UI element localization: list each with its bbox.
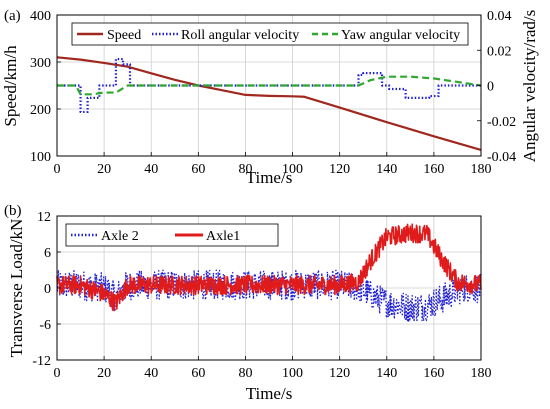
y-tick-label: 200 [30, 103, 51, 118]
panel-b-series-group [56, 223, 482, 323]
y-tick-label: 300 [30, 56, 51, 71]
series-line-speed [56, 56, 482, 151]
legend-label-axle2: Axle 2 [101, 229, 139, 244]
y-tick-label: 0 [44, 282, 51, 297]
x-tick-label: 60 [191, 162, 205, 177]
x-tick-label: 60 [191, 366, 205, 381]
y-tick-label: -6 [39, 318, 51, 333]
x-tick-label: 20 [97, 162, 111, 177]
x-tick-label: 100 [282, 366, 303, 381]
panel-a-series-group [56, 56, 482, 151]
panel-b-label: (b) [4, 203, 22, 219]
x-tick-label: 160 [423, 366, 444, 381]
y2-tick-label: -0.04 [487, 150, 516, 165]
legend-label-yaw: Yaw angular velocity [341, 28, 460, 43]
panel-b-y-ticks: -12 -6 0 6 12 [32, 210, 61, 369]
panel-b-x-ticks: 0 20 40 60 80 100 120 140 160 180 [54, 356, 492, 381]
y2-tick-label: 0 [487, 80, 494, 95]
x-tick-label: 40 [144, 366, 158, 381]
x-tick-label: 0 [54, 162, 61, 177]
x-tick-label: 80 [238, 162, 252, 177]
legend-label-roll: Roll angular velocity [181, 28, 299, 43]
panel-b-x-axis-label: Time/s [246, 384, 293, 403]
x-tick-label: 160 [423, 162, 444, 177]
x-tick-label: 0 [54, 366, 61, 381]
y2-tick-label: 0.04 [487, 9, 512, 24]
legend-item-yaw: Yaw angular velocity [312, 28, 460, 43]
series-line-axle-2 [56, 269, 482, 323]
x-tick-label: 140 [376, 366, 397, 381]
panel-a-legend-box [71, 22, 469, 46]
panel-b-legend-box [65, 223, 279, 247]
y-tick-label: -12 [32, 354, 51, 369]
y-tick-label: 6 [44, 246, 51, 261]
x-tick-label: 20 [97, 366, 111, 381]
x-tick-label: 80 [238, 366, 252, 381]
panel-b-chart: (b) 0 20 40 60 80 100 120 140 160 180 -12 -6 0 6 12 T… [4, 203, 492, 403]
panel-a-chart: (a) 0 20 40 60 80 100 120 140 160 180 100 200 300 40… [1, 8, 539, 187]
panel-a-x-axis-label: Time/s [246, 168, 293, 187]
legend-item-axle1: Axle1 [175, 229, 240, 244]
y-tick-label: 12 [37, 210, 51, 225]
x-tick-label: 140 [376, 162, 397, 177]
series-line-yaw-angular-velocity [57, 75, 482, 96]
panel-a-y-ticks: 100 200 300 400 [30, 9, 61, 165]
x-tick-label: 40 [144, 162, 158, 177]
legend-label-speed: Speed [107, 28, 141, 43]
panel-a-y2-axis-label: Angular velocity/rad/s [520, 10, 539, 163]
panel-a-x-ticks: 0 20 40 60 80 100 120 140 160 180 [54, 152, 492, 177]
x-tick-label: 120 [329, 366, 350, 381]
legend-item-axle2: Axle 2 [71, 229, 139, 244]
y2-tick-label: -0.02 [487, 115, 516, 130]
x-tick-label: 100 [282, 162, 303, 177]
x-tick-label: 180 [471, 366, 492, 381]
panel-a-y2-ticks: -0.04 -0.02 0 0.02 0.04 [477, 9, 516, 165]
legend-label-axle1: Axle1 [206, 229, 240, 244]
y-tick-label: 400 [30, 9, 51, 24]
x-tick-label: 120 [329, 162, 350, 177]
panel-b-legend: Axle 2 Axle1 [65, 223, 279, 247]
y2-tick-label: 0.02 [487, 44, 512, 59]
panel-a-legend: Speed Roll angular velocity Yaw angular … [71, 22, 469, 46]
series-line-axle1 [56, 223, 482, 312]
series-line-roll-angular-velocity [57, 57, 481, 114]
legend-item-roll: Roll angular velocity [152, 28, 299, 43]
panel-b-y-axis-label: Transverse Load/kN [7, 219, 26, 358]
x-tick-label: 180 [471, 162, 492, 177]
panel-a-y-axis-label: Speed/km/h [1, 45, 20, 127]
y-tick-label: 100 [30, 150, 51, 165]
panel-a-label: (a) [4, 8, 21, 24]
legend-item-speed: Speed [77, 28, 141, 43]
